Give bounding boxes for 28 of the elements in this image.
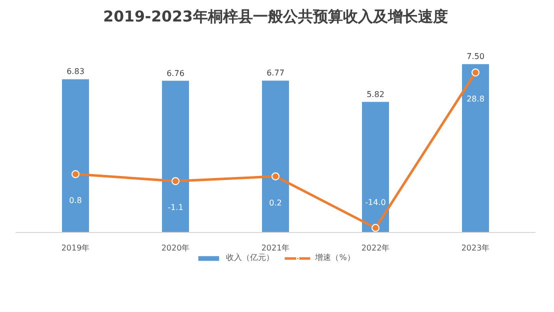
data-label: 7.50 <box>466 52 484 62</box>
x-tick-label: 2023年 <box>461 244 490 253</box>
data-label: 6.76 <box>166 68 184 78</box>
data-label: 5.82 <box>366 90 384 99</box>
bar <box>362 102 389 233</box>
x-tick-label: 2021年 <box>261 244 290 253</box>
point <box>172 177 180 186</box>
data-label: -1.1 <box>168 203 184 212</box>
bar <box>162 80 189 233</box>
data-label: 0.8 <box>69 196 82 206</box>
chart-title: 2019-2023年桐梓县一般公共预算收入及增长速度 <box>103 8 448 26</box>
point <box>72 170 80 178</box>
point <box>272 172 280 180</box>
point <box>472 68 480 76</box>
bar <box>62 79 89 233</box>
data-label: -14.0 <box>365 198 386 207</box>
bar <box>262 80 289 233</box>
point <box>372 224 380 232</box>
bar <box>462 64 489 233</box>
legend-label: 增速（%） <box>315 252 355 263</box>
x-tick-label: 2022年 <box>361 244 390 253</box>
data-label: 28.8 <box>466 94 484 104</box>
legend-label: 收入（亿元） <box>226 252 274 263</box>
x-tick-label: 2019年 <box>61 244 90 253</box>
data-label: 0.2 <box>269 198 282 208</box>
data-label: 6.77 <box>266 68 284 78</box>
x-tick-label: 2020年 <box>161 244 190 253</box>
data-label: 6.83 <box>66 67 84 76</box>
